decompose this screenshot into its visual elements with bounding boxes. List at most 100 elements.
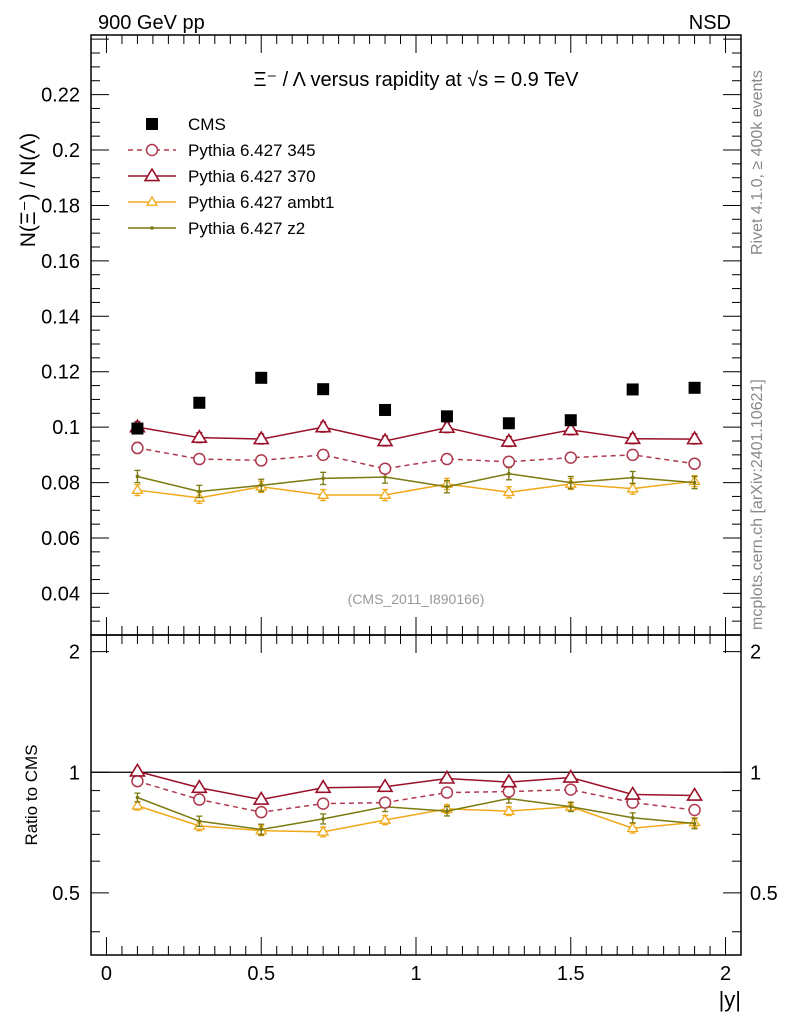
header-right-label: NSD — [689, 12, 731, 34]
cms-point — [564, 414, 577, 427]
x-tick-label: 0 — [101, 963, 112, 985]
z2-point — [568, 480, 573, 485]
ratio-z2-point — [630, 815, 635, 820]
rivet-version-text: Rivet 4.1.0, ≥ 400k events — [749, 70, 766, 255]
p370-point — [190, 429, 208, 444]
ratio-ambt1-point — [502, 804, 516, 815]
ratio-ambt1-line — [137, 805, 695, 833]
ambt1-point — [502, 486, 516, 497]
y-axis-title: N(Ξ⁻) / N(Λ) — [17, 133, 40, 248]
ratio-y-tick-label: 1 — [69, 762, 80, 784]
p345-line — [137, 447, 695, 470]
ratio-p345-point — [688, 803, 701, 817]
ratio-p370-point — [129, 762, 146, 777]
ambt1-point — [626, 482, 639, 493]
x-tick-label: 1.5 — [557, 963, 585, 985]
z2-point — [445, 484, 449, 489]
cms-point — [317, 383, 330, 396]
ratio-p370-point — [562, 769, 580, 783]
ratio-ambt1-point — [131, 799, 144, 810]
legend-label-cms: CMS — [188, 115, 226, 134]
ratio-y-tick-label: 0.5 — [52, 883, 80, 905]
ratio-z2-point — [445, 809, 449, 813]
header-left-label: 900 GeV pp — [98, 12, 205, 34]
p345-point — [378, 462, 392, 475]
ratio-p370-point — [190, 779, 208, 794]
cms-point — [502, 417, 515, 430]
cms-point — [688, 381, 701, 394]
p345-point — [193, 452, 206, 466]
legend-item-cms: CMS — [146, 115, 226, 134]
ratio-p370-series — [129, 762, 703, 805]
ratio-p370-point — [624, 785, 642, 800]
y-tick-label: 0.06 — [41, 528, 80, 550]
chart-title: Ξ⁻ / Λ versus rapidity at √s = 0.9 TeV — [254, 69, 580, 91]
ratio-z2-line — [137, 796, 695, 831]
p345-point — [254, 454, 268, 467]
ratio-p370-point — [686, 786, 703, 801]
ratio-p345-point — [316, 797, 330, 810]
legend: CMS Pythia 6.427 345 Pythia 6.427 370 Pythi… — [128, 115, 334, 238]
p370-point — [562, 421, 580, 436]
ratio-p345-series — [131, 774, 701, 819]
cms-point — [193, 396, 206, 409]
ratio-z2-point — [197, 819, 202, 823]
ratio-ambt1-point — [378, 813, 392, 824]
legend-item-p370: Pythia 6.427 370 — [128, 167, 316, 186]
p370-point — [686, 430, 703, 445]
y-tick-label: 0.14 — [41, 306, 80, 328]
y-tick-label: 0.2 — [52, 140, 80, 162]
p370-point — [500, 433, 518, 447]
p370-point — [314, 418, 332, 433]
legend-item-ambt1: Pythia 6.427 ambt1 — [128, 193, 334, 212]
ratio-y-tick-label: 2 — [69, 642, 80, 664]
ambt1-point — [316, 488, 330, 499]
y-tick-label: 0.08 — [41, 473, 80, 495]
ratio-series-group — [129, 762, 703, 838]
x-tick-label: 0.5 — [247, 963, 275, 985]
x-axis-title: |y| — [719, 987, 741, 1012]
ratio-p345-point — [564, 783, 578, 796]
ratio-p370-line — [137, 770, 695, 801]
axis-ticks: 0 0.5 1 1.5 2 0.04 0.06 0.08 0.1 0.12 0.14 0.16 0.18… — [41, 35, 778, 985]
z2-line — [137, 472, 695, 493]
ratio-ambt1-point — [316, 825, 330, 836]
y-tick-label: 0.04 — [41, 583, 80, 605]
ratio-p370-point — [500, 773, 518, 788]
ratio-p370-point — [438, 769, 456, 784]
legend-item-z2: Pythia 6.427 z2 — [128, 219, 305, 238]
p370-line — [137, 426, 695, 443]
legend-marker-ambt1 — [145, 195, 159, 206]
ambt1-line — [137, 480, 695, 499]
y-tick-label: 0.18 — [41, 195, 80, 217]
ambt1-point — [131, 483, 144, 494]
p370-series — [129, 418, 703, 448]
ratio-p345-point — [378, 796, 392, 809]
z2-point — [135, 474, 140, 479]
ratio-ambt1-point — [626, 821, 639, 833]
cms-point — [379, 403, 392, 416]
ratio-z2-point — [259, 827, 264, 832]
p345-point — [502, 455, 516, 469]
ratio-y-tick-label-right: 1 — [750, 762, 761, 784]
y-tick-label: 0.22 — [41, 85, 80, 107]
p370-point — [252, 430, 270, 445]
y-tick-label: 0.12 — [41, 362, 80, 384]
p345-point — [316, 448, 330, 462]
legend-marker-p370 — [143, 167, 161, 182]
legend-label-p345: Pythia 6.427 345 — [188, 141, 316, 160]
ratio-ambt1-series — [131, 799, 701, 838]
ratio-p345-line — [137, 780, 695, 813]
ratio-z2-point — [568, 804, 573, 809]
y-tick-label: 0.1 — [52, 417, 80, 439]
z2-series — [134, 466, 698, 499]
ambt1-point — [378, 488, 392, 499]
z2-point — [321, 476, 325, 481]
p345-point — [131, 441, 144, 455]
legend-label-z2: Pythia 6.427 z2 — [188, 219, 305, 238]
ratio-y-axis-title: Ratio to CMS — [22, 744, 41, 845]
x-tick-label: 2 — [720, 963, 731, 985]
ratio-p370-point — [252, 790, 270, 805]
p370-point — [438, 419, 456, 434]
